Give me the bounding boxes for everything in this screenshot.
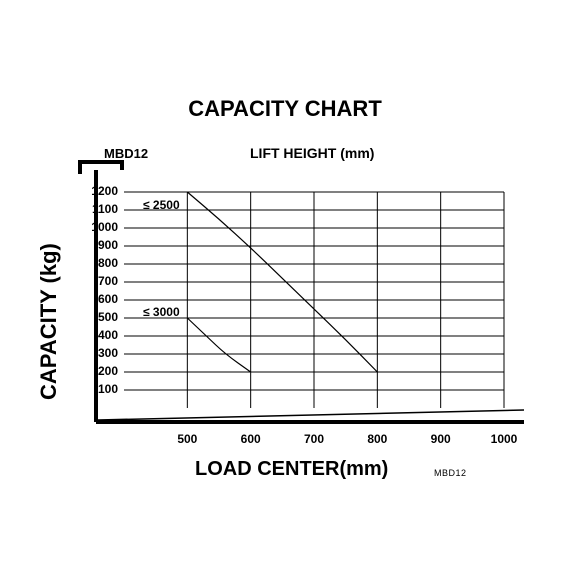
y-tick: 300 (58, 346, 118, 360)
y-tick: 400 (58, 328, 118, 342)
y-tick: 500 (58, 310, 118, 324)
x-tick: 1000 (484, 432, 524, 446)
curve-label: ≤ 2500 (143, 198, 180, 212)
y-tick: 1000 (58, 220, 118, 234)
y-tick: 200 (58, 364, 118, 378)
y-tick: 800 (58, 256, 118, 270)
x-tick: 500 (167, 432, 207, 446)
x-tick: 800 (357, 432, 397, 446)
curve-label: ≤ 3000 (143, 305, 180, 319)
y-tick: 900 (58, 238, 118, 252)
y-tick: 700 (58, 274, 118, 288)
y-tick: 1200 (58, 184, 118, 198)
y-tick: 100 (58, 382, 118, 396)
x-tick: 900 (421, 432, 461, 446)
x-tick: 700 (294, 432, 334, 446)
y-tick: 600 (58, 292, 118, 306)
x-tick: 600 (231, 432, 271, 446)
y-tick: 1100 (58, 202, 118, 216)
capacity-chart: { "chart": { "type": "line", "title": "C… (0, 0, 570, 570)
